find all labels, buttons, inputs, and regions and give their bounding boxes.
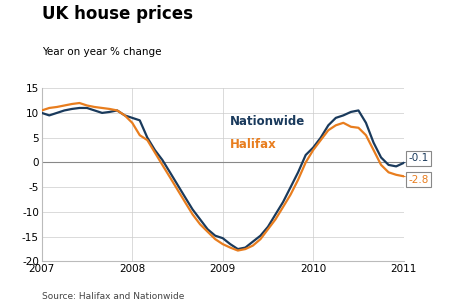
Text: -0.1: -0.1 (403, 154, 427, 164)
Text: Year on year % change: Year on year % change (42, 47, 161, 57)
Text: UK house prices: UK house prices (42, 5, 192, 22)
Text: Source: Halifax and Nationwide: Source: Halifax and Nationwide (42, 292, 184, 301)
Text: Halifax: Halifax (230, 138, 276, 150)
Text: -2.8: -2.8 (403, 175, 428, 185)
Text: Nationwide: Nationwide (230, 115, 305, 128)
